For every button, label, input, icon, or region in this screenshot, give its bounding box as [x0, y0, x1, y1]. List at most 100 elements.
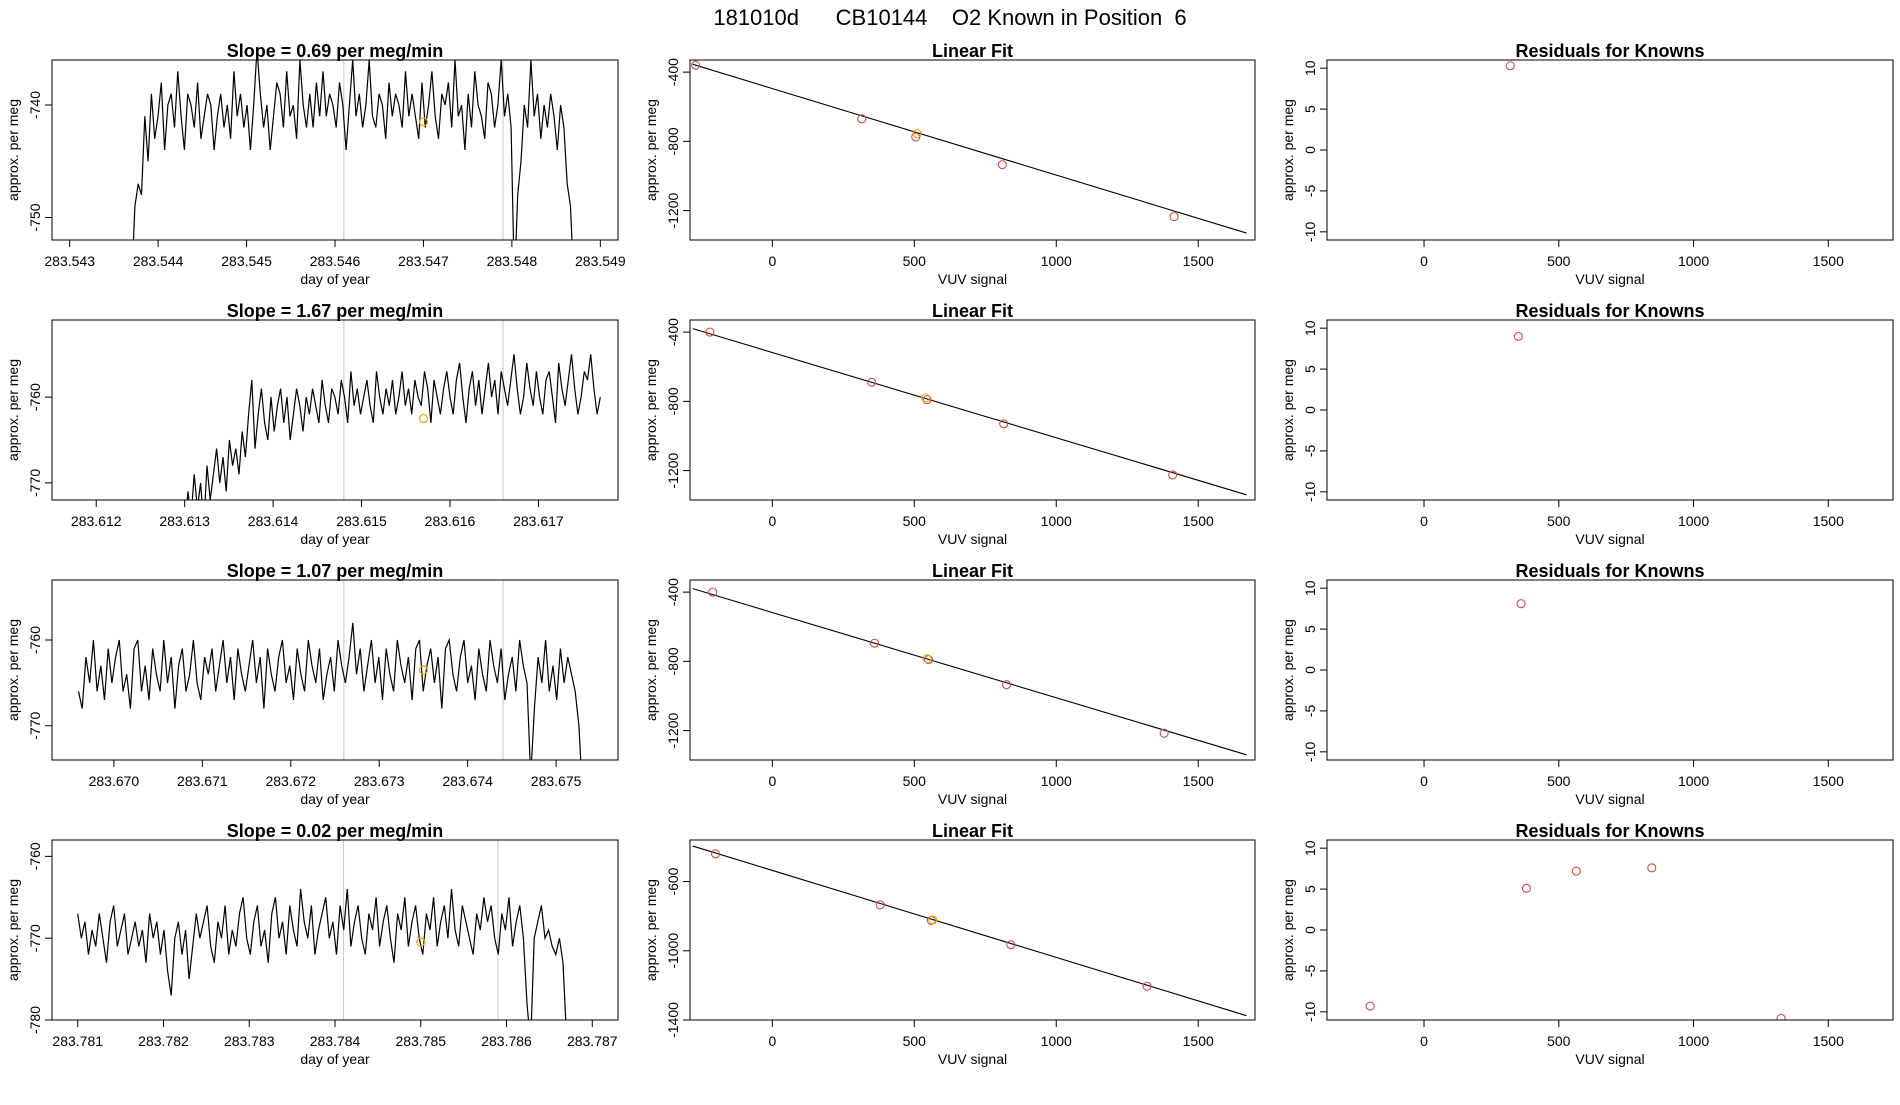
known-point [922, 395, 932, 405]
highlight-point [922, 654, 932, 664]
highlight-point [921, 393, 931, 403]
known-point [1776, 1013, 1786, 1020]
x-axis-label: day of year [300, 531, 370, 547]
x-tick-label: 1000 [1678, 513, 1709, 529]
x-tick-label: 283.784 [310, 1033, 361, 1049]
known-point [1159, 728, 1169, 738]
x-tick-label: 283.544 [133, 253, 184, 269]
fit-line [692, 588, 1247, 756]
y-tick-label: 0 [1302, 406, 1318, 414]
y-axis-label: approx. per meg [5, 99, 21, 201]
x-tick-label: 283.616 [425, 513, 476, 529]
x-tick-label: 1000 [1678, 773, 1709, 789]
known-point [869, 638, 880, 648]
series-line [132, 60, 573, 240]
x-axis-label: VUV signal [938, 271, 1007, 287]
known-point [1521, 883, 1531, 893]
series-line [77, 622, 582, 760]
y-tick-label: 10 [1302, 580, 1318, 596]
x-axis-label: VUV signal [1575, 791, 1644, 807]
known-point [1168, 470, 1178, 480]
chart-title: Linear Fit [932, 821, 1013, 841]
chart-title: Residuals for Knowns [1515, 41, 1704, 61]
x-tick-label: 283.613 [159, 513, 210, 529]
highlight-point [418, 117, 429, 127]
y-tick-label: -770 [27, 924, 43, 952]
x-tick-label: 283.547 [398, 253, 449, 269]
x-tick-label: 283.674 [442, 773, 493, 789]
x-tick-label: 1500 [1813, 773, 1844, 789]
y-tick-label: -400 [665, 58, 681, 86]
x-tick-label: 283.786 [481, 1033, 532, 1049]
x-tick-label: 1000 [1678, 1033, 1709, 1049]
x-axis-label: VUV signal [938, 791, 1007, 807]
y-tick-label: -10 [1302, 1001, 1318, 1021]
x-tick-label: 500 [1547, 253, 1571, 269]
y-tick-label: -10 [1302, 741, 1318, 761]
x-tick-label: 1000 [1041, 513, 1072, 529]
y-tick-label: -1400 [665, 1002, 681, 1038]
plot-area [77, 622, 582, 760]
known-point [1516, 599, 1526, 609]
x-axis-label: VUV signal [938, 1051, 1007, 1067]
x-tick-label: 1000 [1678, 253, 1709, 269]
y-tick-label: -800 [665, 127, 681, 155]
x-tick-label: 283.671 [177, 773, 228, 789]
highlight-point [928, 915, 938, 925]
x-axis-label: VUV signal [1575, 531, 1644, 547]
known-point [875, 900, 885, 910]
y-tick-label: 5 [1302, 625, 1318, 633]
x-tick-label: 283.670 [89, 773, 140, 789]
x-tick-label: 283.545 [221, 253, 272, 269]
y-axis-label: approx. per meg [1280, 879, 1296, 981]
x-tick-label: 283.612 [71, 513, 122, 529]
y-tick-label: -1200 [665, 192, 681, 228]
x-tick-label: 0 [768, 773, 776, 789]
x-tick-label: 0 [768, 1033, 776, 1049]
y-tick-label: -760 [27, 383, 43, 411]
plot-area [691, 60, 1247, 234]
x-tick-label: 500 [1547, 1033, 1571, 1049]
x-tick-label: 283.617 [513, 513, 564, 529]
x-tick-label: 1000 [1041, 253, 1072, 269]
x-axis-label: day of year [300, 271, 370, 287]
x-tick-label: 0 [768, 253, 776, 269]
y-tick-label: 0 [1302, 666, 1318, 674]
known-point [1142, 981, 1152, 991]
chart-title: Slope = 0.69 per meg/min [227, 41, 444, 61]
y-axis-label: approx. per meg [5, 879, 21, 981]
x-axis-label: VUV signal [1575, 1051, 1644, 1067]
x-tick-label: 283.543 [44, 253, 95, 269]
panel-r4-residuals: 0 500 1000 1500 -10 -5 0 5 10 Residuals for Known… [1280, 821, 1894, 1067]
x-tick-label: 1500 [1813, 1033, 1844, 1049]
panel-r4-timeseries: 283.781 283.782 283.783 283.784 283.785 283.7… [5, 821, 619, 1067]
known-point [857, 114, 867, 124]
known-point [1647, 863, 1657, 873]
x-tick-label: 0 [1420, 253, 1428, 269]
x-tick-label: 283.615 [336, 513, 387, 529]
known-point [705, 327, 715, 337]
x-axis-label: VUV signal [1575, 271, 1644, 287]
panel-r1-residuals: 0 500 1000 1500 -10 -5 0 5 10 Residuals for Known… [1280, 41, 1894, 287]
y-tick-label: -400 [665, 578, 681, 606]
known-point [1571, 866, 1581, 876]
y-tick-label: 5 [1302, 885, 1318, 893]
y-axis-label: approx. per meg [643, 879, 659, 981]
plot-frame [689, 59, 1256, 241]
x-tick-label: 500 [903, 773, 927, 789]
y-tick-label: 0 [1302, 926, 1318, 934]
x-tick-label: 283.783 [224, 1033, 275, 1049]
y-tick-label: 10 [1302, 840, 1318, 856]
y-tick-label: -750 [27, 203, 43, 231]
plot-frame [689, 319, 1256, 501]
chart-title: Linear Fit [932, 561, 1013, 581]
plot-area [77, 889, 567, 1020]
y-tick-label: 10 [1302, 60, 1318, 76]
x-tick-label: 0 [1420, 773, 1428, 789]
y-axis-label: approx. per meg [5, 359, 21, 461]
y-axis-label: approx. per meg [1280, 359, 1296, 461]
x-tick-label: 500 [903, 253, 927, 269]
series-line [77, 889, 567, 1020]
panel-r3-timeseries: 283.670 283.671 283.672 283.673 283.674 283.6… [5, 561, 619, 807]
